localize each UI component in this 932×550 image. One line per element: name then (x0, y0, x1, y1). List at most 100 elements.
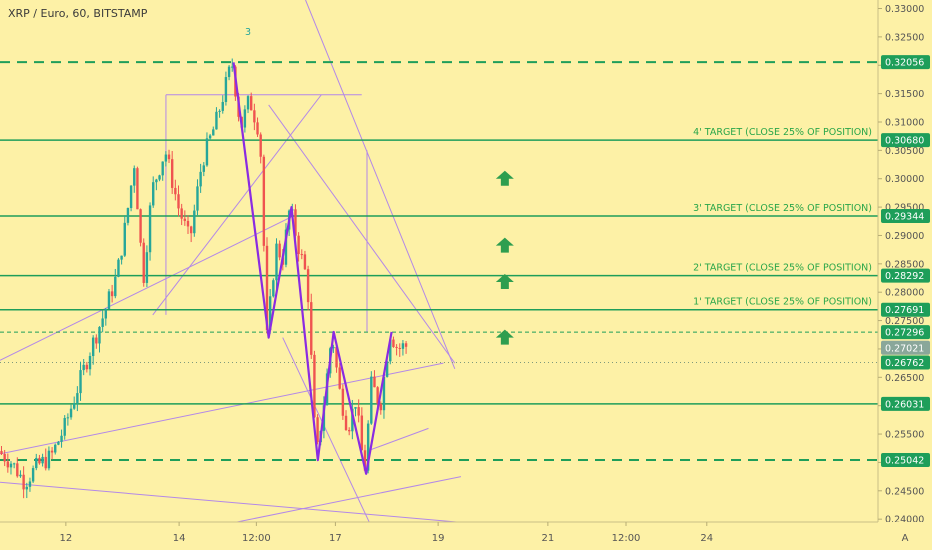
candle-body (316, 417, 319, 443)
candle-body (227, 66, 231, 78)
candle-body (382, 376, 386, 411)
up-arrow-icon (495, 170, 514, 186)
candle-body (155, 179, 158, 183)
candle-body (12, 463, 16, 465)
candle-body (224, 77, 228, 102)
up-arrow-icon (495, 273, 514, 289)
price-badge (881, 340, 930, 355)
candle-body (164, 154, 168, 162)
trendline (282, 337, 371, 526)
candle-body (363, 450, 367, 471)
price-tick-label: 0.32500 (885, 32, 924, 43)
price-tick-label: 0.30000 (885, 174, 924, 185)
time-tick-label: 12:00 (612, 533, 641, 544)
candle-body (107, 291, 111, 310)
price-tick-label: 0.25500 (885, 430, 924, 441)
candle-body (360, 415, 364, 451)
candle-body (136, 168, 139, 210)
candle-body (404, 343, 408, 347)
candle-body (205, 138, 209, 166)
price-badge-label: 0.32056 (885, 58, 924, 69)
price-badge-label: 0.26762 (885, 358, 924, 369)
candle-body (297, 235, 300, 255)
auto-scale-button[interactable]: A (902, 533, 909, 544)
target-annotation: 4' TARGET (CLOSE 25% OF POSITION) (693, 127, 872, 138)
candle-body (25, 486, 28, 490)
wave-pattern (232, 62, 393, 475)
price-badge-label: 0.28292 (885, 271, 924, 282)
candle-body (278, 243, 281, 258)
candle-body (79, 370, 82, 394)
candle-body (208, 135, 212, 139)
time-tick-label: 12 (59, 533, 72, 544)
candle-body (180, 208, 183, 219)
price-badge-label: 0.26031 (885, 399, 924, 410)
candle-body (196, 186, 199, 211)
candle-body (313, 354, 316, 418)
candle-body (88, 356, 92, 370)
trendline (152, 94, 322, 316)
price-tick-label: 0.33000 (885, 4, 924, 15)
price-tick-label: 0.28000 (885, 288, 924, 299)
candle-body (183, 218, 187, 221)
time-axis[interactable] (0, 522, 932, 550)
candle-body (218, 110, 221, 112)
trendline (366, 427, 429, 452)
candle-body (0, 451, 3, 454)
time-ticks: 12 14 12:00 17 19 21 12:00 24 (59, 522, 713, 544)
candle-body (379, 403, 382, 411)
time-tick-label: 12:00 (242, 533, 271, 544)
candle-body (259, 134, 262, 157)
candle-body (174, 187, 177, 195)
candle-body (370, 376, 373, 424)
price-axis[interactable] (878, 0, 932, 522)
candle-body (186, 220, 190, 227)
candle-body (47, 450, 51, 469)
candle-body (392, 339, 395, 347)
time-tick-label: 24 (700, 533, 713, 544)
candle-body (256, 122, 259, 135)
candle-body (41, 456, 44, 464)
candle-body (202, 165, 205, 172)
candle-body (139, 209, 142, 243)
chart-title: XRP / Euro, 60, BITSTAMP (8, 7, 148, 20)
candle-body (98, 326, 101, 344)
candle-body (212, 129, 215, 136)
price-tick-label: 0.28500 (885, 259, 924, 270)
candle-body (395, 346, 398, 348)
price-tick-label: 0.31000 (885, 117, 924, 128)
trendline (0, 362, 444, 455)
candle-body (221, 101, 224, 111)
price-badge (881, 268, 930, 283)
target-annotation: 3' TARGET (CLOSE 25% OF POSITION) (693, 203, 872, 214)
candle-body (341, 388, 345, 416)
trendlines (0, 0, 462, 526)
candle-body (114, 276, 117, 297)
price-badge (881, 133, 930, 148)
candle-body (69, 408, 73, 418)
target-annotation: 2' TARGET (CLOSE 25% OF POSITION) (693, 263, 872, 274)
candle-body (275, 243, 278, 281)
candle-body (189, 226, 193, 234)
candle-body (170, 159, 174, 188)
candle-body (66, 417, 70, 419)
candle-body (145, 252, 149, 283)
price-badge (881, 325, 930, 340)
candle-body (177, 194, 180, 209)
price-badge-label: 0.30680 (885, 136, 924, 147)
candle-body (272, 280, 275, 297)
candle-body (351, 408, 354, 432)
candle-body (38, 457, 41, 464)
price-tick-label: 0.30500 (885, 146, 924, 157)
price-tick-label: 0.31500 (885, 89, 924, 100)
candle-body (57, 441, 60, 445)
price-badge (881, 208, 930, 223)
candle-body (16, 463, 19, 477)
candle-body (148, 205, 152, 253)
price-badge-label: 0.27296 (885, 328, 924, 339)
candle-body (19, 474, 22, 477)
candle-body (133, 168, 136, 186)
price-badge (881, 453, 930, 468)
price-badge (881, 355, 930, 370)
